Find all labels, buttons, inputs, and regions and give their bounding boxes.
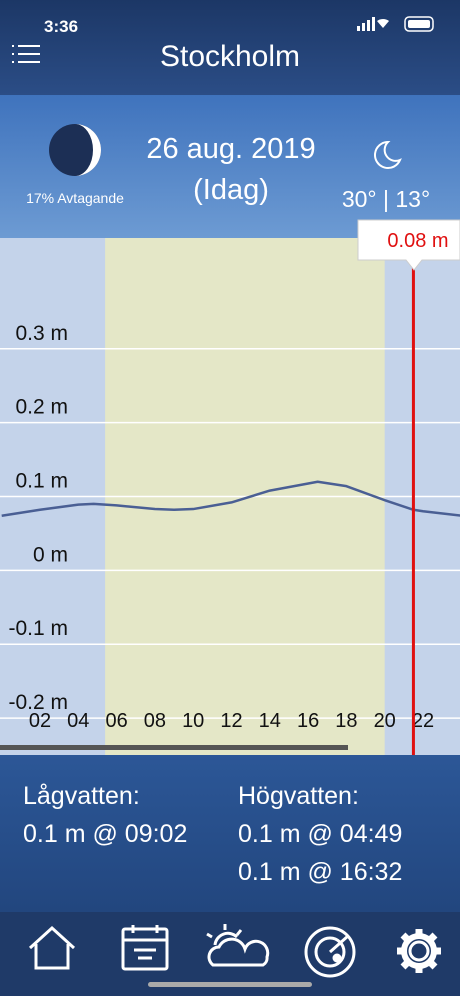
y-tick-label: -0.2 m <box>8 691 68 714</box>
home-indicator <box>148 982 312 987</box>
cursor-bubble <box>357 219 460 271</box>
tab-calendar[interactable] <box>121 925 169 971</box>
header-bg <box>0 0 460 95</box>
x-tick-label: 04 <box>67 710 89 732</box>
day: (Idag) <box>193 174 269 206</box>
cursor-label: 0.08 m <box>387 230 448 252</box>
status-icons <box>357 16 434 32</box>
x-tick-label: 14 <box>259 710 281 732</box>
x-tick-label: 18 <box>335 710 357 732</box>
y-tick-label: 0.1 m <box>15 470 68 493</box>
header-title: Stockholm <box>160 40 300 73</box>
x-tick-label: 12 <box>220 710 242 732</box>
x-tick-label: 02 <box>29 710 51 732</box>
temperature: 30° | 13° <box>342 186 430 212</box>
tab-settings[interactable] <box>397 929 441 973</box>
moon-icon <box>49 124 101 176</box>
status-time: 3:36 <box>44 17 78 36</box>
tide-line <box>1 480 460 517</box>
menu-button[interactable] <box>12 45 40 63</box>
x-tick-label: 16 <box>297 710 319 732</box>
x-tick-label: 22 <box>412 710 434 732</box>
high-entry: 0.1 m @ 04:49 <box>238 820 402 848</box>
y-tick-label: 0.2 m <box>15 396 68 419</box>
y-tick-label: 0.3 m <box>15 322 68 345</box>
y-tick-label: -0.1 m <box>8 617 68 640</box>
x-tick-label: 10 <box>182 710 204 732</box>
tides-bg <box>0 755 460 912</box>
tide-chart: 0.3 m 0.2 m 0.1 m 0 m -0.1 m -0.2 m02 04 06 08 10… <box>0 238 460 755</box>
date: 26 aug. 2019 <box>146 133 315 165</box>
low-title: Lågvatten: <box>23 782 140 810</box>
tab-home[interactable] <box>28 925 76 970</box>
y-tick-label: 0 m <box>33 543 68 566</box>
moon-phase: 17% Avtagande <box>26 190 124 206</box>
x-tick-label: 20 <box>374 710 396 732</box>
low-entry: 0.1 m @ 09:02 <box>23 820 187 848</box>
high-entry: 0.1 m @ 16:32 <box>238 858 402 886</box>
x-tick-label: 08 <box>144 710 166 732</box>
scrollbar <box>0 745 348 750</box>
x-tick-label: 06 <box>105 710 127 732</box>
high-title: Högvatten: <box>238 782 359 810</box>
tab-weather[interactable] <box>206 924 270 967</box>
weather-icon <box>374 140 402 169</box>
tab-radar[interactable] <box>304 926 356 978</box>
